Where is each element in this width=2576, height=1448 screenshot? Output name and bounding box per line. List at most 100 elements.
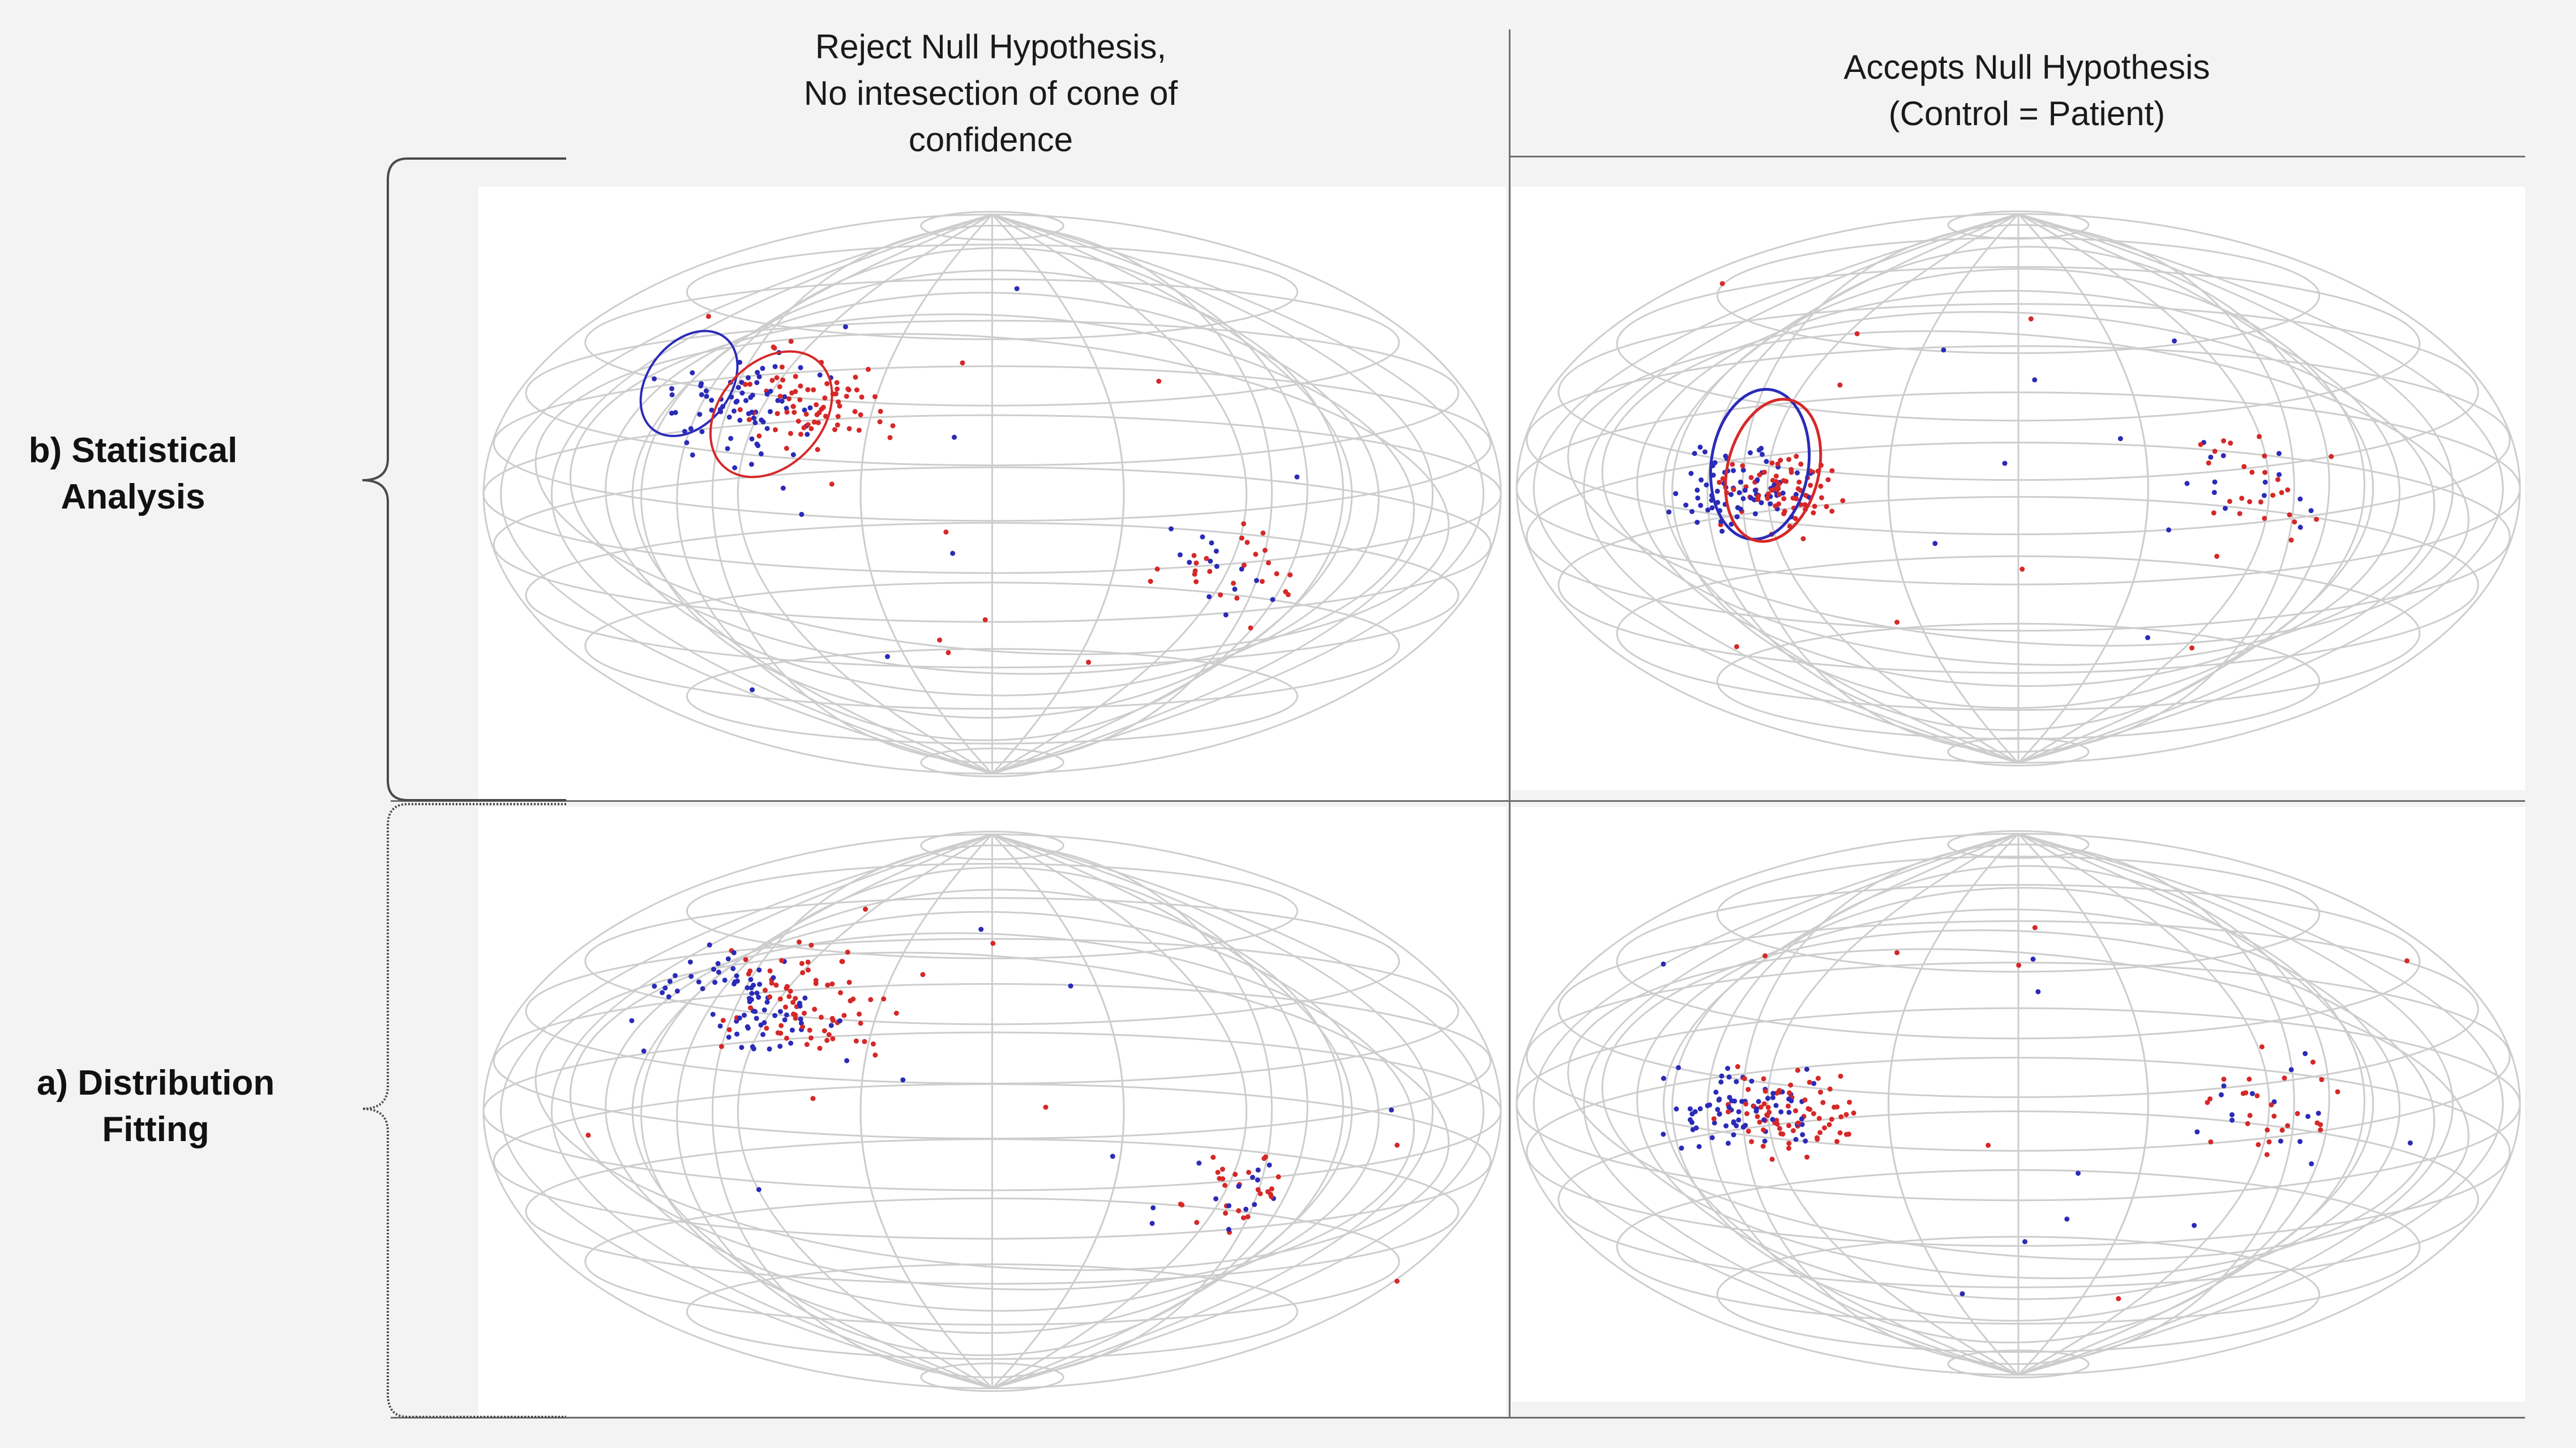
control-point [2194, 1129, 2200, 1135]
patient-point [853, 374, 858, 380]
control-point [1709, 505, 1715, 511]
control-point [690, 370, 695, 375]
patient-point [937, 637, 943, 643]
patient-point [1807, 1107, 1813, 1112]
patient-point [1838, 1073, 1843, 1079]
patient-point [830, 1018, 836, 1023]
patient-point [2212, 449, 2218, 454]
patient-point [2116, 1296, 2121, 1301]
patient-point [764, 1026, 769, 1031]
patient-point [815, 447, 820, 452]
control-point [742, 1013, 747, 1018]
patient-point [1769, 460, 1775, 466]
patient-point [1233, 1172, 1238, 1177]
control-point [690, 452, 695, 458]
control-point [743, 398, 749, 403]
control-point [754, 990, 760, 996]
patient-point [1761, 1101, 1767, 1107]
patient-point [1717, 480, 1722, 485]
control-point [1707, 1102, 1713, 1108]
patient-point [2282, 1075, 2287, 1081]
patient-point [1231, 580, 1236, 586]
meridian-line [991, 213, 1353, 775]
patient-point [2211, 510, 2216, 516]
control-point [2316, 1110, 2321, 1116]
control-point [1729, 1098, 1735, 1104]
patient-point [824, 1037, 830, 1043]
patient-point [1253, 552, 1259, 557]
control-point [1694, 519, 1700, 525]
patient-point [2266, 1139, 2272, 1144]
patient-point [2258, 499, 2263, 505]
control-point [772, 1013, 778, 1018]
row-label-line: a) Distribution [36, 1063, 275, 1103]
patient-point [840, 959, 845, 964]
patient-point [1824, 504, 1829, 510]
control-point [764, 999, 770, 1005]
control-point [641, 1048, 647, 1054]
control-point [788, 1040, 794, 1046]
control-point [761, 1020, 767, 1026]
patient-point [2249, 469, 2255, 475]
patient-point [845, 949, 850, 955]
grid-circle [605, 292, 1380, 697]
control-point [755, 370, 760, 375]
control-point [775, 398, 781, 403]
control-point [772, 364, 778, 369]
patient-point [1192, 571, 1197, 577]
patient-point [853, 1038, 859, 1044]
control-point [844, 1058, 850, 1063]
patient-point [2271, 1113, 2277, 1119]
patient-point [784, 409, 790, 415]
patient-point [743, 957, 748, 963]
patient-point [2245, 1121, 2250, 1126]
control-point [2212, 479, 2218, 485]
patient-point [832, 427, 838, 433]
control-point [2030, 956, 2036, 962]
control-point [2076, 1171, 2081, 1176]
meridian-line [1583, 213, 2019, 764]
patient-point [1786, 1141, 1792, 1146]
control-point [757, 981, 763, 987]
control-point [731, 950, 737, 955]
patient-point [2318, 1122, 2323, 1127]
control-point [712, 980, 718, 985]
control-point [1764, 459, 1769, 464]
control-point [629, 1018, 635, 1023]
patient-point [798, 432, 804, 437]
column-title-line: No intesection of cone of [803, 74, 1178, 112]
grid-circle [534, 333, 1450, 655]
patient-point [890, 423, 896, 429]
control-point [739, 1045, 744, 1050]
patient-point [1795, 486, 1801, 492]
patient-point [1239, 535, 1244, 541]
patient-point [866, 366, 871, 372]
control-point [1683, 502, 1689, 508]
control-point [760, 419, 766, 425]
patient-point [1261, 1156, 1267, 1161]
grid-circle [676, 866, 1308, 1356]
control-point [739, 390, 745, 396]
patient-point [784, 1035, 789, 1041]
control-point [1697, 1106, 1703, 1112]
control-point [1694, 488, 1700, 493]
vertical-column-divider [1509, 29, 1510, 1418]
patient-point [779, 364, 785, 370]
control-point [652, 376, 657, 382]
patient-point [2270, 493, 2276, 498]
patient-point [1215, 1169, 1221, 1175]
patient-point [1818, 484, 1824, 489]
patient-point [817, 1045, 823, 1051]
patient-point [1837, 382, 1843, 388]
patient-point [858, 1020, 863, 1026]
patient-point [1796, 479, 1802, 485]
patient-point [801, 425, 807, 430]
meridian-line [991, 833, 1353, 1390]
patient-point [1720, 476, 1726, 481]
patient-point [1786, 1090, 1792, 1096]
control-point [1676, 1065, 1681, 1070]
grid-circle [1671, 268, 2365, 709]
patient-point [793, 1015, 798, 1021]
patient-point [819, 1014, 824, 1020]
meridian-line [859, 213, 993, 775]
